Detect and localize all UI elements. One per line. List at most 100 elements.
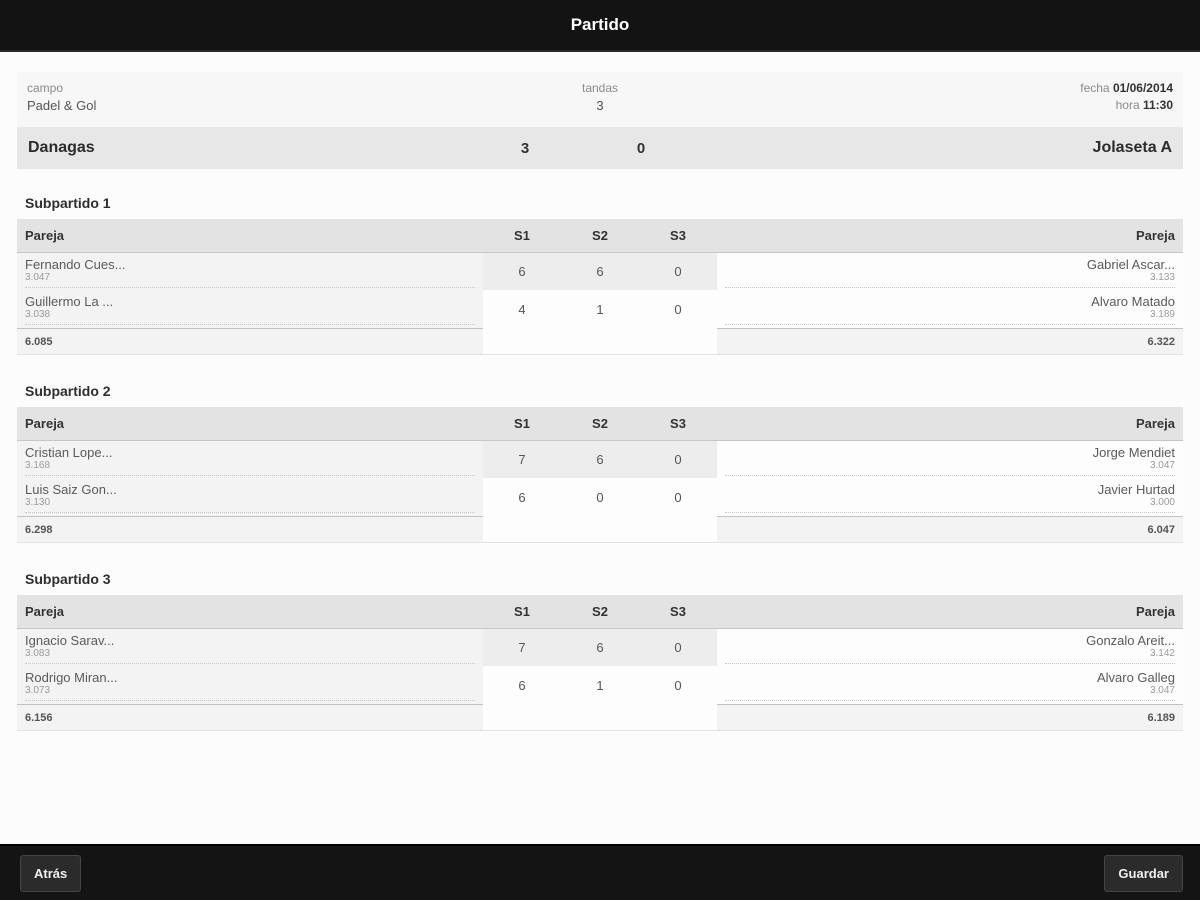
subpartido-2-section: Subpartido 2 Pareja S1 S2 S3 Pareja Cris…: [17, 383, 1183, 543]
away-player-2[interactable]: Javier Hurtad 3.000: [717, 478, 1183, 516]
subpartido-1-title: Subpartido 1: [25, 195, 111, 211]
away-team-score: 0: [636, 139, 646, 157]
set-score-cell[interactable]: 0: [639, 441, 717, 478]
away-player-2[interactable]: Alvaro Galleg 3.047: [717, 666, 1183, 704]
pareja-header-right: Pareja: [717, 407, 1183, 441]
fecha-value: 01/06/2014: [1112, 81, 1173, 95]
match-info-card: campo Padel & Gol tandas 3 fecha 01/06/2…: [17, 72, 1183, 127]
set-score-cell[interactable]: 6: [561, 441, 639, 478]
campo-block: campo Padel & Gol: [27, 81, 520, 119]
player-name: Gonzalo Areit...: [1086, 633, 1175, 648]
page-title: Partido: [570, 15, 630, 34]
subpartido-3-title: Subpartido 3: [25, 571, 111, 587]
back-button[interactable]: Atrás: [20, 854, 82, 892]
away-pair-total: 6.322: [717, 328, 1183, 354]
subpartido-2-table: Pareja S1 S2 S3 Pareja Cristian Lope... …: [17, 407, 1183, 543]
set-header-s2: S2: [561, 407, 639, 441]
set-header-s2: S2: [561, 219, 639, 253]
home-player-2[interactable]: Guillermo La ... 3.038: [17, 290, 483, 328]
set-score-cell[interactable]: 0: [639, 666, 717, 704]
set-score-cell[interactable]: 6: [561, 629, 639, 666]
subpartido-3-table: Pareja S1 S2 S3 Pareja Ignacio Sarav... …: [17, 595, 1183, 731]
away-team-name: Jolaseta A: [1092, 139, 1172, 156]
set-score-cell[interactable]: 4: [483, 290, 561, 328]
player-name: Luis Saiz Gon...: [25, 482, 117, 497]
player-rating: 3.047: [725, 685, 1175, 701]
player-name: Alvaro Galleg: [1096, 670, 1175, 685]
home-player-2[interactable]: Luis Saiz Gon... 3.130: [17, 478, 483, 516]
set-header-s3: S3: [639, 219, 717, 253]
home-team-name: Danagas: [28, 139, 95, 156]
set-score-cell[interactable]: 0: [639, 290, 717, 328]
set-score-cell[interactable]: 6: [483, 666, 561, 704]
pareja-header-left: Pareja: [17, 595, 483, 629]
set-header-s1: S1: [483, 407, 561, 441]
subpartido-1-table: Pareja S1 S2 S3 Pareja Fernando Cues... …: [17, 219, 1183, 355]
away-player-1[interactable]: Gabriel Ascar... 3.133: [717, 253, 1183, 290]
set-score-cell[interactable]: 6: [561, 253, 639, 290]
totals-spacer: [483, 704, 717, 730]
fecha-label: fecha: [1080, 81, 1110, 95]
main-content: campo Padel & Gol tandas 3 fecha 01/06/2…: [0, 52, 1200, 731]
player-rating: 3.168: [25, 460, 475, 476]
pareja-header-left: Pareja: [17, 407, 483, 441]
home-team-score: 3: [520, 139, 530, 157]
player-name: Javier Hurtad: [1097, 482, 1175, 497]
home-player-1[interactable]: Cristian Lope... 3.168: [17, 441, 483, 478]
set-score-cell[interactable]: 6: [483, 253, 561, 290]
campo-value: Padel & Gol: [27, 98, 97, 113]
player-rating: 3.130: [25, 497, 475, 513]
home-pair-total: 6.156: [17, 704, 483, 730]
player-rating: 3.083: [25, 648, 475, 664]
pareja-header-left: Pareja: [17, 219, 483, 253]
away-player-1[interactable]: Jorge Mendiet 3.047: [717, 441, 1183, 478]
save-button[interactable]: Guardar: [1104, 854, 1183, 892]
home-pair-total: 6.298: [17, 516, 483, 542]
set-score-cell[interactable]: 0: [639, 629, 717, 666]
top-bar: Partido: [0, 0, 1200, 52]
player-name: Jorge Mendiet: [1092, 445, 1175, 460]
set-score-cell[interactable]: 7: [483, 629, 561, 666]
player-name: Gabriel Ascar...: [1086, 257, 1175, 272]
match-score-row: Danagas 3 0 Jolaseta A: [17, 127, 1183, 169]
player-rating: 3.189: [725, 309, 1175, 325]
player-name: Guillermo La ...: [25, 294, 114, 309]
player-name: Rodrigo Miran...: [25, 670, 118, 685]
set-score-cell[interactable]: 0: [561, 478, 639, 516]
set-header-s1: S1: [483, 595, 561, 629]
set-score-cell[interactable]: 0: [639, 253, 717, 290]
set-score-cell[interactable]: 1: [561, 666, 639, 704]
totals-spacer: [483, 516, 717, 542]
home-player-1[interactable]: Fernando Cues... 3.047: [17, 253, 483, 290]
subpartido-2-title: Subpartido 2: [25, 383, 111, 399]
player-rating: 3.038: [25, 309, 475, 325]
set-score-cell[interactable]: 0: [639, 478, 717, 516]
player-name: Cristian Lope...: [25, 445, 113, 460]
set-header-s3: S3: [639, 407, 717, 441]
player-rating: 3.047: [725, 460, 1175, 476]
hora-label: hora: [1115, 98, 1140, 112]
totals-spacer: [483, 328, 717, 354]
home-player-1[interactable]: Ignacio Sarav... 3.083: [17, 629, 483, 666]
set-score-cell[interactable]: 1: [561, 290, 639, 328]
set-score-cell[interactable]: 7: [483, 441, 561, 478]
away-player-1[interactable]: Gonzalo Areit... 3.142: [717, 629, 1183, 666]
player-name: Alvaro Matado: [1091, 294, 1175, 309]
away-pair-total: 6.189: [717, 704, 1183, 730]
home-pair-total: 6.085: [17, 328, 483, 354]
set-score-cell[interactable]: 6: [483, 478, 561, 516]
set-header-s1: S1: [483, 219, 561, 253]
pareja-header-right: Pareja: [717, 595, 1183, 629]
subpartido-3-section: Subpartido 3 Pareja S1 S2 S3 Pareja Igna…: [17, 571, 1183, 731]
fecha-hora-block: fecha 01/06/2014 hora 11:30: [680, 81, 1173, 119]
hora-value: 11:30: [1142, 98, 1173, 112]
subpartido-1-section: Subpartido 1 Pareja S1 S2 S3 Pareja Fern…: [17, 195, 1183, 355]
home-player-2[interactable]: Rodrigo Miran... 3.073: [17, 666, 483, 704]
tandas-label: tandas: [581, 81, 619, 95]
player-rating: 3.000: [725, 497, 1175, 513]
away-player-2[interactable]: Alvaro Matado 3.189: [717, 290, 1183, 328]
set-header-s3: S3: [639, 595, 717, 629]
set-header-s2: S2: [561, 595, 639, 629]
player-name: Fernando Cues...: [25, 257, 126, 272]
tandas-block: tandas 3: [520, 81, 680, 119]
